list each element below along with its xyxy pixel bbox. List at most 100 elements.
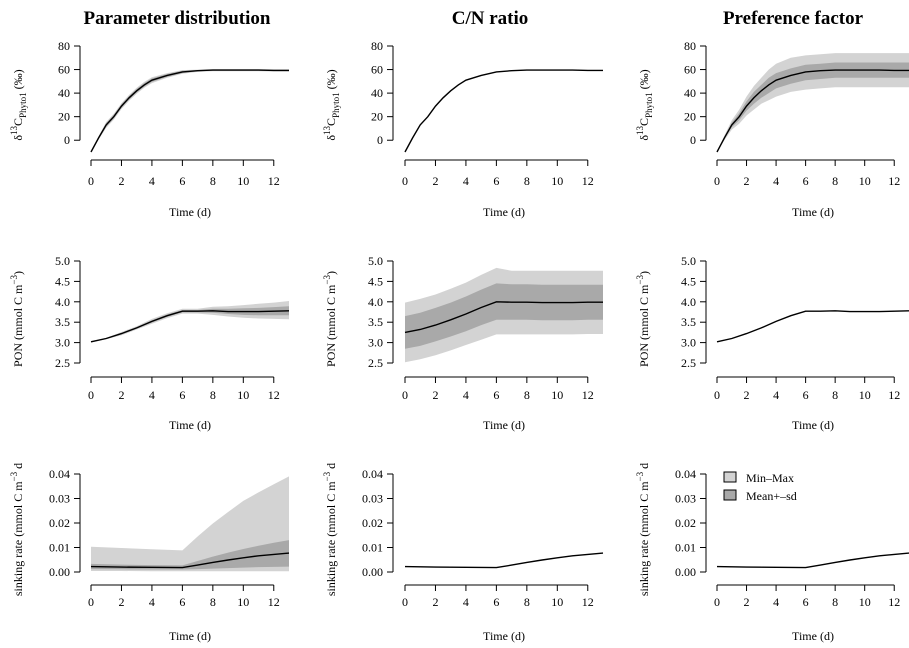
x-tick-label: 4 <box>773 174 779 188</box>
y-axis-label: sinking rate (mmol C m−3 d <box>9 463 25 596</box>
panel-p32: 0.00 0.01 0.02 0.03 0.04 0 2 4 6 8 10 12 Time (d) sin… <box>322 463 604 643</box>
panel-p13: 0 20 40 60 80 0 2 4 6 8 10 12 Time (d) δ13CPhyto1 (‰) <box>635 39 909 219</box>
y-tick-label: 5.0 <box>368 254 383 268</box>
y-tick-label: 60 <box>371 63 383 77</box>
x-tick-label: 10 <box>237 595 249 609</box>
y-axis: 0.00 0.01 0.02 0.03 0.04 <box>49 467 81 579</box>
y-axis: 2.5 3.0 3.5 4.0 4.5 5.0 <box>55 254 81 370</box>
x-tick-label: 2 <box>118 174 124 188</box>
legend-label: Mean+–sd <box>746 489 797 503</box>
y-axis: 0 20 40 60 80 <box>58 39 81 147</box>
x-tick-label: 2 <box>118 595 124 609</box>
y-tick-label: 0.00 <box>49 565 70 579</box>
x-tick-label: 6 <box>179 174 185 188</box>
x-tick-label: 0 <box>88 388 94 402</box>
panel-p21: 2.5 3.0 3.5 4.0 4.5 5.0 0 2 4 6 8 10 12 Time (d) PON (… <box>9 254 290 432</box>
y-tick-label: 4.0 <box>368 295 383 309</box>
x-tick-label: 8 <box>832 174 838 188</box>
y-tick-label: 0 <box>64 133 70 147</box>
minmax-band <box>717 310 909 342</box>
minmax-band <box>91 69 289 152</box>
x-axis: 0 2 4 6 8 10 12 <box>402 159 594 188</box>
meansd-band <box>91 306 289 343</box>
y-axis-label: PON (mmol C m−3) <box>635 271 651 367</box>
x-tick-label: 6 <box>803 174 809 188</box>
x-axis-label: Time (d) <box>483 205 525 219</box>
meansd-band <box>91 69 289 152</box>
mean-line <box>90 310 290 343</box>
y-tick-label: 0.00 <box>675 565 696 579</box>
x-tick-label: 12 <box>582 388 594 402</box>
y-tick-label: 3.0 <box>368 336 383 350</box>
panel-p31: 0.00 0.01 0.02 0.03 0.04 0 2 4 6 8 10 12 Time (d) sin… <box>9 463 290 643</box>
x-axis-label: Time (d) <box>483 629 525 643</box>
x-tick-label: 0 <box>714 595 720 609</box>
y-tick-label: 60 <box>684 63 696 77</box>
x-axis-label: Time (d) <box>169 629 211 643</box>
x-tick-label: 4 <box>149 595 155 609</box>
x-tick-label: 12 <box>268 388 280 402</box>
y-tick-label: 4.5 <box>55 274 70 288</box>
y-tick-label: 4.0 <box>681 295 696 309</box>
y-tick-label: 40 <box>684 86 696 100</box>
x-axis-label: Time (d) <box>169 418 211 432</box>
panel-p23: 2.5 3.0 3.5 4.0 4.5 5.0 0 2 4 6 8 10 12 Time (d) PON (… <box>635 254 909 432</box>
y-tick-label: 60 <box>58 63 70 77</box>
y-tick-label: 0.02 <box>49 516 70 530</box>
y-tick-label: 80 <box>371 39 383 53</box>
x-tick-label: 8 <box>524 174 530 188</box>
x-tick-label: 8 <box>832 595 838 609</box>
x-tick-label: 4 <box>773 595 779 609</box>
x-tick-label: 12 <box>268 595 280 609</box>
x-axis-label: Time (d) <box>792 418 834 432</box>
x-axis-label: Time (d) <box>792 629 834 643</box>
x-tick-label: 2 <box>432 388 438 402</box>
x-tick-label: 0 <box>402 174 408 188</box>
y-tick-label: 4.5 <box>368 274 383 288</box>
y-tick-label: 0.03 <box>362 492 383 506</box>
y-tick-label: 80 <box>58 39 70 53</box>
x-tick-label: 2 <box>432 174 438 188</box>
legend: Min–Max Mean+–sd <box>723 471 797 503</box>
minmax-band <box>91 301 289 343</box>
meansd-band <box>717 62 909 152</box>
x-tick-label: 10 <box>237 174 249 188</box>
y-tick-label: 20 <box>371 110 383 124</box>
x-tick-label: 10 <box>551 595 563 609</box>
x-tick-label: 0 <box>402 595 408 609</box>
mean-line <box>90 552 290 569</box>
x-tick-label: 10 <box>859 174 871 188</box>
y-tick-label: 3.5 <box>368 315 383 329</box>
legend-label: Min–Max <box>746 471 794 485</box>
x-tick-label: 0 <box>714 174 720 188</box>
x-tick-label: 6 <box>179 388 185 402</box>
x-tick-label: 4 <box>773 388 779 402</box>
y-axis-label: PON (mmol C m−3) <box>322 271 338 367</box>
y-tick-label: 2.5 <box>681 356 696 370</box>
x-tick-label: 6 <box>803 595 809 609</box>
y-axis-label: δ13CPhyto1 (‰) <box>322 69 341 140</box>
y-axis: 0 20 40 60 80 <box>684 39 707 147</box>
x-tick-label: 4 <box>463 388 469 402</box>
x-tick-label: 6 <box>493 388 499 402</box>
meansd-band <box>405 70 603 152</box>
x-tick-label: 12 <box>268 174 280 188</box>
y-axis-label: δ13CPhyto1 (‰) <box>635 69 654 140</box>
mean-line <box>90 69 289 153</box>
panel-p22: 2.5 3.0 3.5 4.0 4.5 5.0 0 2 4 6 8 10 12 Time (d) PON (… <box>322 254 603 432</box>
column-title-2: C/N ratio <box>452 8 529 29</box>
y-tick-label: 5.0 <box>55 254 70 268</box>
y-axis: 0 20 40 60 80 <box>371 39 394 147</box>
meansd-band <box>717 310 909 342</box>
y-axis: 0.00 0.01 0.02 0.03 0.04 <box>362 467 394 579</box>
legend-swatch <box>723 489 737 501</box>
y-tick-label: 3.5 <box>681 315 696 329</box>
column-title-1: Parameter distribution <box>84 8 271 29</box>
meansd-band <box>405 283 603 349</box>
x-tick-label: 12 <box>888 388 900 402</box>
minmax-band <box>91 476 289 572</box>
mean-line <box>404 69 603 153</box>
x-axis: 0 2 4 6 8 10 12 <box>714 584 900 609</box>
x-tick-label: 8 <box>210 388 216 402</box>
legend-swatch <box>723 471 737 483</box>
